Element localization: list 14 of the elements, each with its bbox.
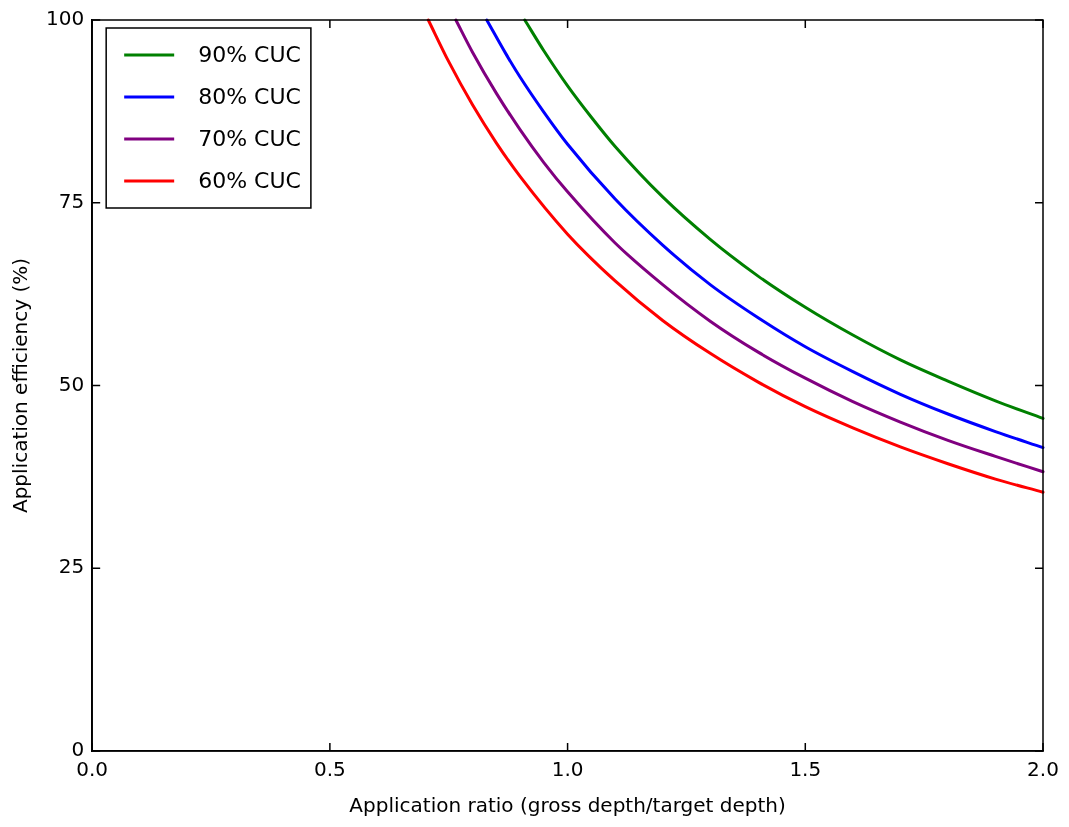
x-axis-title: Application ratio (gross depth/target depth) — [349, 793, 786, 818]
legend-label: 60% CUC — [198, 167, 301, 193]
legend-label: 70% CUC — [198, 125, 301, 151]
y-tick-label: 75 — [58, 188, 85, 213]
x-tick-label: 0.5 — [313, 757, 346, 782]
x-tick-label: 2.0 — [1027, 757, 1059, 782]
y-tick-label: 50 — [58, 371, 85, 396]
y-tick-label: 25 — [58, 554, 85, 579]
legend-label: 80% CUC — [198, 83, 301, 109]
y-tick-label: 100 — [45, 6, 85, 31]
x-tick-label: 1.5 — [789, 757, 822, 782]
legend-label: 90% CUC — [198, 41, 301, 67]
y-axis-title: Application efficiency (%) — [8, 257, 33, 514]
x-tick-label: 1.0 — [551, 757, 584, 782]
